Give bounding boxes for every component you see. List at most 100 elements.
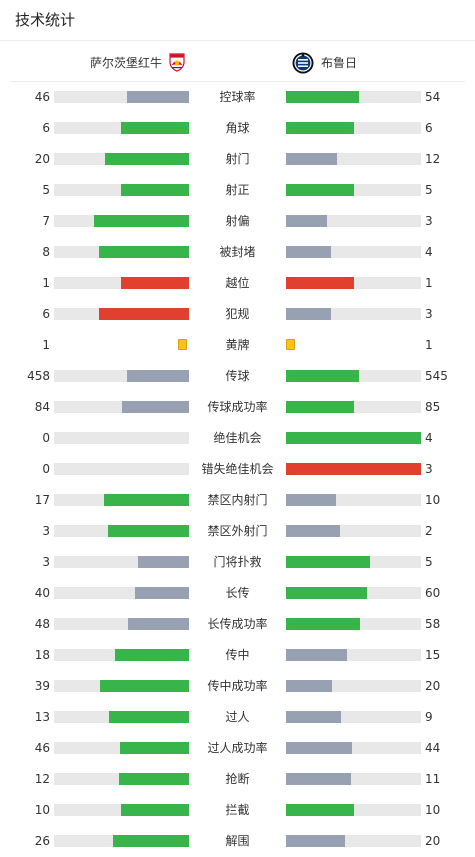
stat-label: 解围 (225, 834, 250, 848)
stat-label: 抢断 (225, 772, 250, 786)
stat-row: 84 传球成功率 85 (0, 400, 475, 414)
home-stat-value: 12 (34, 772, 50, 786)
home-team-name: 萨尔茨堡红牛 (90, 55, 163, 70)
stat-row: 39 传中成功率 20 (0, 679, 475, 693)
away-stat-bar-fill (286, 184, 354, 196)
stat-row: 6 犯规 3 (0, 307, 475, 321)
away-stat-value: 58 (425, 617, 441, 631)
away-stat-bar (286, 680, 421, 692)
away-stat-bar-fill (286, 370, 359, 382)
away-stat-bar (286, 91, 421, 103)
away-stat-bar-fill (286, 618, 360, 630)
home-stat-value: 7 (42, 214, 50, 228)
stat-row: 20 射门 12 (0, 152, 475, 166)
away-stat-bar-fill (286, 432, 421, 444)
away-stat-value: 60 (425, 586, 441, 600)
stat-row: 48 长传成功率 58 (0, 617, 475, 631)
home-stat-bar (54, 432, 189, 444)
away-stat-value: 9 (425, 710, 433, 724)
away-stat-bar (286, 804, 421, 816)
home-stat-bar (54, 525, 189, 537)
away-stat-value: 3 (425, 307, 433, 321)
away-stat-value: 5 (425, 183, 433, 197)
stat-row: 46 过人成功率 44 (0, 741, 475, 755)
away-yellow-card-icon (286, 339, 295, 350)
away-stat-value: 2 (425, 524, 433, 538)
away-stat-bar (286, 649, 421, 661)
home-stat-bar-fill (138, 556, 189, 568)
stat-row: 6 角球 6 (0, 121, 475, 135)
home-stat-bar (54, 463, 189, 475)
away-stat-bar-fill (286, 587, 367, 599)
stat-label: 过人成功率 (207, 741, 268, 755)
stat-label: 传中成功率 (207, 679, 268, 693)
page-title: 技术统计 (15, 11, 76, 29)
home-stat-value: 6 (42, 121, 50, 135)
home-stat-value: 0 (42, 431, 50, 445)
home-stat-bar (54, 184, 189, 196)
stat-row: 17 禁区内射门 10 (0, 493, 475, 507)
home-stat-bar-fill (115, 649, 189, 661)
away-stat-value: 1 (425, 338, 433, 352)
away-stat-bar-fill (286, 680, 332, 692)
title-divider (0, 40, 475, 41)
stat-label: 门将扑救 (213, 555, 262, 569)
away-stat-bar (286, 618, 421, 630)
home-stat-bar (54, 587, 189, 599)
stat-row: 26 解围 20 (0, 834, 475, 848)
home-stat-bar (54, 494, 189, 506)
home-stat-bar-fill (99, 246, 189, 258)
away-stat-value: 545 (425, 369, 448, 383)
away-stat-bar (286, 122, 421, 134)
home-stat-value: 17 (34, 493, 50, 507)
away-stat-value: 4 (425, 245, 433, 259)
away-stat-value: 3 (425, 214, 433, 228)
home-stat-bar-fill (113, 835, 189, 847)
away-stat-bar (286, 711, 421, 723)
red-bull-salzburg-crest-icon (167, 52, 187, 72)
home-stat-value: 6 (42, 307, 50, 321)
home-stat-bar (54, 742, 189, 754)
away-stat-bar-fill (286, 773, 351, 785)
home-stat-bar-fill (119, 773, 189, 785)
away-stat-bar-fill (286, 835, 345, 847)
away-stat-bar (286, 835, 421, 847)
away-stat-bar (286, 401, 421, 413)
away-stat-value: 44 (425, 741, 441, 755)
home-stat-bar (54, 91, 189, 103)
stat-row: 0 错失绝佳机会 3 (0, 462, 475, 476)
stat-label: 绝佳机会 (213, 431, 262, 445)
away-stat-bar (286, 370, 421, 382)
away-stat-bar-fill (286, 711, 341, 723)
stat-row: 1 黄牌 1 (0, 338, 475, 352)
home-stat-bar (54, 618, 189, 630)
away-stat-bar (286, 463, 421, 475)
stat-label: 长传成功率 (207, 617, 268, 631)
stat-label: 黄牌 (225, 338, 250, 352)
home-stat-bar-fill (127, 91, 189, 103)
away-stat-value: 15 (425, 648, 441, 662)
stat-row: 40 长传 60 (0, 586, 475, 600)
home-stat-value: 1 (42, 338, 50, 352)
stat-label: 犯规 (225, 307, 250, 321)
away-stat-bar (286, 308, 421, 320)
home-stat-bar-fill (100, 680, 189, 692)
home-stat-value: 10 (34, 803, 50, 817)
stat-row: 10 拦截 10 (0, 803, 475, 817)
away-stat-bar-fill (286, 308, 331, 320)
home-yellow-card-icon (178, 339, 187, 350)
stat-label: 越位 (225, 276, 250, 290)
home-stat-bar-fill (121, 277, 189, 289)
home-stat-bar-fill (104, 494, 189, 506)
away-stat-value: 85 (425, 400, 441, 414)
home-stat-bar (54, 835, 189, 847)
home-stat-value: 13 (34, 710, 50, 724)
away-stat-value: 1 (425, 276, 433, 290)
away-stat-value: 10 (425, 493, 441, 507)
stat-row: 5 射正 5 (0, 183, 475, 197)
stat-label: 被封堵 (219, 245, 256, 259)
home-stat-bar (54, 122, 189, 134)
away-stat-value: 3 (425, 462, 433, 476)
away-stat-bar-fill (286, 804, 354, 816)
home-stat-value: 46 (34, 90, 50, 104)
